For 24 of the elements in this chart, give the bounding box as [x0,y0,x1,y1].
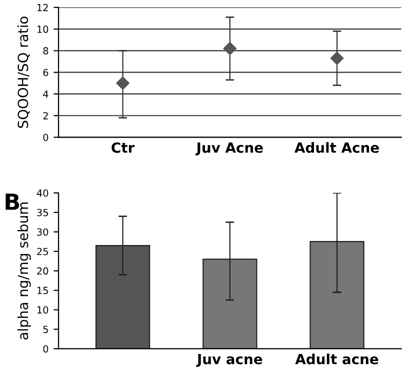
y-tick-label: 5 [43,326,48,334]
y-tick-label: 10 [37,306,48,314]
text: B [6,194,20,210]
y-tick-label: 0 [43,345,48,353]
y-tick-label: 30 [37,228,48,236]
x-tick-label: Adult acne [295,354,378,364]
y-tick-label: 35 [37,208,48,216]
y-tick-label: 6 [43,68,48,76]
y-axis-title: SQOOH/SQ ratio [17,16,30,128]
y-tick-label: 40 [36,189,48,197]
y-tick-label: 12 [37,4,48,12]
x-tick-label: Ctr [112,142,135,153]
y-tick-label: 20 [37,267,48,275]
x-tick-label: Juv acne [196,354,262,367]
x-tick-label: Juv Acne [196,142,263,156]
y-tick-label: 25 [37,248,48,256]
y-tick-label: 15 [37,286,48,294]
y-tick-label: 10 [37,26,48,33]
y-tick-label: 4 [43,90,48,98]
y-axis-title: alpha ng/mg sebum [17,202,31,340]
x-tick-label: Adult Acne [294,142,379,153]
y-tick-label: 8 [43,47,48,55]
y-tick-label: 0 [43,134,48,142]
y-tick-label: 2 [43,112,48,120]
